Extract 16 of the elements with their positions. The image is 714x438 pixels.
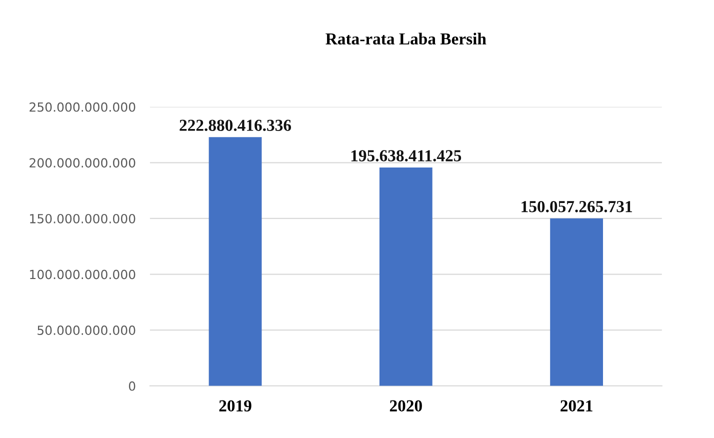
chart-title: Rata-rata Laba Bersih bbox=[326, 32, 486, 45]
x-tick-label: 2019 bbox=[219, 400, 252, 412]
y-tick-label: 0 bbox=[128, 381, 136, 391]
x-tick-label: 2021 bbox=[560, 400, 592, 412]
y-tick-label: 100.000.000.000 bbox=[30, 270, 136, 280]
x-tick-label: 2020 bbox=[390, 400, 422, 412]
bar bbox=[379, 168, 432, 386]
data-label: 222.880.416.336 bbox=[180, 120, 292, 132]
y-tick-label: 250.000.000.000 bbox=[30, 102, 136, 112]
data-label: 150.057.265.731 bbox=[522, 201, 632, 212]
bar bbox=[550, 218, 604, 386]
y-tick-label: 200.000.000.000 bbox=[30, 158, 136, 168]
y-tick-label: 150.000.000.000 bbox=[30, 214, 136, 224]
data-label: 195.638.411.425 bbox=[351, 150, 462, 162]
y-tick-label: 50.000.000.000 bbox=[38, 326, 136, 336]
bar bbox=[208, 137, 262, 386]
